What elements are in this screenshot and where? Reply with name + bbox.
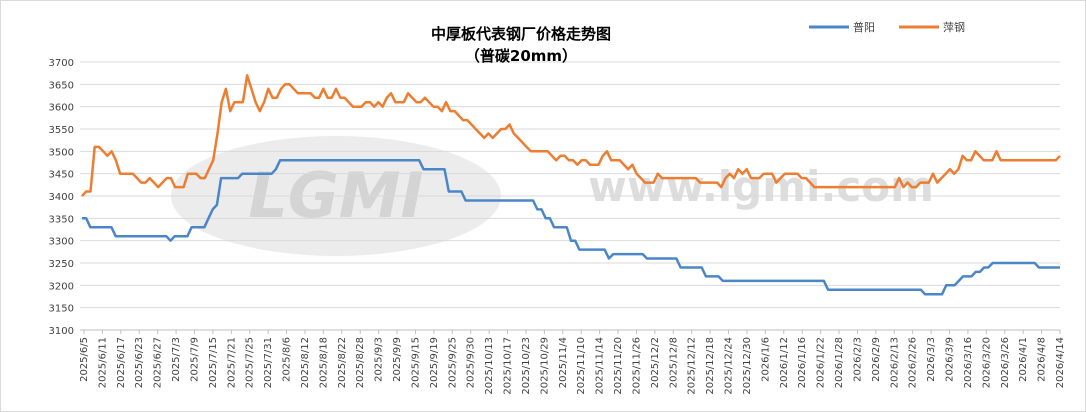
y-tick-label: 3550: [49, 125, 74, 136]
series-layer: [81, 74, 1061, 296]
x-tick-label: 2025/7/3: [171, 337, 182, 382]
y-tick-label: 3300: [49, 237, 74, 248]
x-tick-label: 2025/7/31: [263, 337, 274, 388]
y-tick-label: 3650: [49, 80, 74, 91]
chart-subtitle: （普碳20mm）: [465, 47, 577, 65]
x-tick-label: 2025/10/17: [503, 337, 514, 395]
x-tick-label: 2025/6/23: [134, 337, 145, 388]
x-tick-label: 2025/7/21: [226, 337, 237, 388]
x-tick-label: 2025/12/8: [668, 337, 679, 388]
y-tick-label: 3250: [49, 259, 74, 270]
x-tick-label: 2025/12/12: [687, 337, 698, 395]
x-tick-label: 2026/1/16: [797, 337, 808, 388]
x-tick-label: 2025/12/30: [742, 337, 753, 395]
x-tick-label: 2025/9/19: [429, 337, 440, 388]
y-tick-label: 3200: [49, 281, 74, 292]
x-tick-label: 2025/12/2: [650, 337, 661, 388]
x-tick-label: 2026/1/6: [760, 337, 771, 382]
x-tick-label: 2025/12/18: [705, 337, 716, 395]
x-tick-label: 2025/8/18: [318, 337, 329, 388]
x-tick-label: 2026/4/8: [1037, 337, 1048, 382]
x-tick-label: 2025/8/12: [300, 337, 311, 388]
y-tick-label: 3500: [49, 147, 74, 158]
legend-label: 萍钢: [943, 21, 965, 34]
x-tick-label: 2025/11/26: [631, 337, 642, 395]
x-tick-label: 2025/11/14: [595, 337, 606, 395]
x-tick-label: 2025/9/9: [392, 337, 403, 382]
x-tick-label: 2025/9/25: [447, 337, 458, 388]
x-tick-label: 2026/1/12: [779, 337, 790, 388]
x-tick-label: 2025/8/28: [355, 337, 366, 388]
x-tick-label: 2025/11/20: [613, 337, 624, 395]
legend: 普阳 萍钢: [809, 20, 965, 34]
x-tick-label: 2026/3/20: [981, 337, 992, 388]
y-tick-label: 3450: [49, 170, 74, 181]
grid-lines: [80, 61, 1060, 331]
x-tick-label: 2025/8/6: [282, 337, 293, 382]
x-tick-label: 2026/2/3: [852, 337, 863, 382]
y-tick-label: 3150: [49, 304, 74, 315]
x-tick-label: 2025/10/13: [484, 337, 495, 395]
y-tick-label: 3600: [49, 103, 74, 114]
x-tick-label: 2025/7/15: [208, 337, 219, 388]
x-tick-label: 2025/9/30: [466, 337, 477, 388]
x-tick-label: 2025/6/17: [116, 337, 127, 388]
x-tick-label: 2025/7/25: [245, 337, 256, 388]
x-tick-label: 2026/3/26: [1000, 337, 1011, 388]
x-tick-label: 2025/9/3: [374, 337, 385, 382]
x-tick-label: 2025/11/10: [576, 337, 587, 395]
x-tick-label: 2025/12/24: [724, 337, 735, 395]
x-tick-label: 2026/3/3: [926, 337, 937, 382]
x-tick-label: 2026/4/14: [1055, 337, 1066, 388]
x-tick-label: 2025/9/15: [410, 337, 421, 388]
x-tick-label: 2025/11/4: [558, 337, 569, 388]
chart-title: 中厚板代表钢厂价格走势图: [431, 25, 611, 43]
x-tick-label: 2026/3/16: [963, 337, 974, 388]
y-tick-label: 3350: [49, 214, 74, 225]
x-tick-label: 2026/3/9: [945, 337, 956, 382]
x-tick-label: 2026/4/1: [1018, 337, 1029, 382]
y-tick-label: 3100: [49, 326, 74, 337]
x-tick-label: 2025/10/23: [521, 337, 532, 395]
x-tick-label: 2025/8/22: [337, 337, 348, 388]
y-axis-ticks: 3100 3150 3200 3250 3300 3350 3400 3450 3500 3550…: [49, 58, 74, 337]
x-tick-label: 2026/2/9: [871, 337, 882, 382]
x-axis-ticks: 2025/6/5 2025/6/11 2025/6/17 2025/6/23 2025/…: [79, 330, 1066, 395]
y-tick-label: 3400: [49, 192, 74, 203]
x-tick-label: 2025/6/11: [97, 337, 108, 388]
series-line-普阳: [82, 159, 1060, 296]
x-tick-label: 2026/1/28: [834, 337, 845, 388]
y-tick-label: 3700: [49, 58, 74, 69]
x-tick-label: 2025/6/27: [153, 337, 164, 388]
x-tick-label: 2026/2/13: [889, 337, 900, 388]
x-tick-label: 2025/6/5: [79, 337, 90, 382]
series-line-萍钢: [81, 74, 1061, 197]
legend-label: 普阳: [853, 20, 875, 34]
x-tick-label: 2026/2/26: [908, 337, 919, 388]
x-tick-label: 2025/7/9: [189, 337, 200, 382]
x-tick-label: 2025/10/29: [539, 337, 550, 395]
x-tick-label: 2026/1/22: [816, 337, 827, 388]
